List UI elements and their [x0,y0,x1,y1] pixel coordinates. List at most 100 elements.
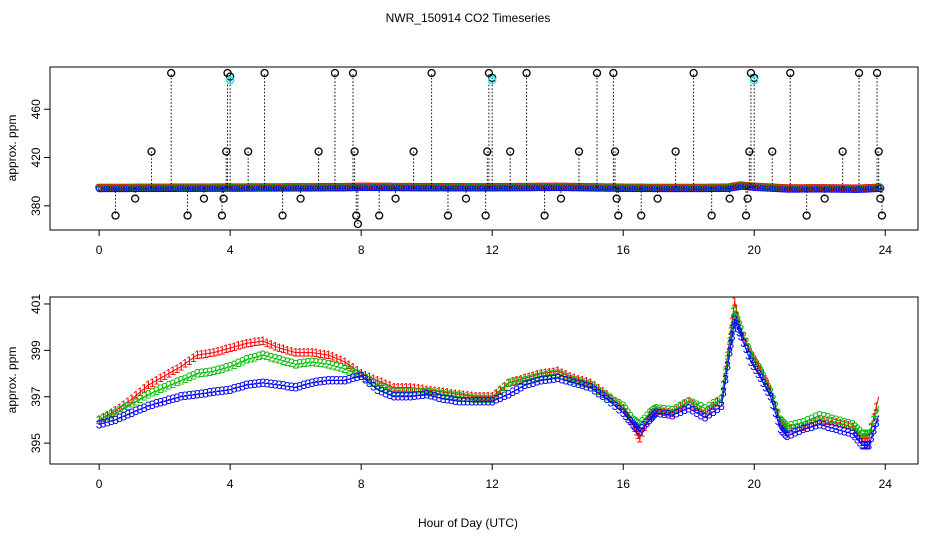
bottom-series-marker-2: 2 [133,394,140,408]
bottom-series-marker-2: 2 [485,392,492,406]
bottom-series-marker-3: 3 [837,423,844,437]
bottom-series-marker-1: 1 [374,374,381,388]
bottom-series-marker-1: 1 [859,431,866,445]
top-spike-point [217,211,227,220]
bottom-series-marker-1: 1 [760,367,767,381]
bottom-series-marker-1: 1 [272,339,279,353]
bottom-series-marker-2: 2 [550,367,557,381]
bottom-x-tick-label: 12 [486,477,500,491]
bottom-series-marker-3: 3 [247,378,254,392]
bottom-series-marker-3: 3 [804,421,811,435]
bottom-series-marker-1: 1 [251,335,258,349]
bottom-series-marker-3: 3 [870,423,877,437]
bottom-series-marker-1: 1 [595,382,602,396]
bottom-series-marker-1: 1 [757,362,764,376]
bottom-series-marker-1: 1 [288,345,295,359]
bottom-series-marker-1: 1 [681,397,688,411]
bottom-series-marker-3: 3 [710,405,717,419]
bottom-series-marker-1: 1 [841,418,848,432]
bottom-series-marker-2: 2 [427,386,434,400]
bottom-series-marker-2: 2 [333,360,340,374]
bottom-series-marker-2: 2 [788,419,795,433]
bottom-series-marker-2: 2 [505,376,512,390]
top-spike-point [348,68,358,78]
bottom-series-marker-2: 2 [268,350,275,364]
top-spike-point [219,194,228,203]
bottom-series-marker-3: 3 [722,372,729,386]
bottom-panel: 1111111111111111111111111111111111111111… [5,294,919,491]
bottom-series-marker-1: 1 [748,346,755,360]
bottom-series-marker-3: 3 [145,399,152,413]
bottom-series-marker-1: 1 [190,351,197,365]
bottom-series-marker-1: 1 [571,371,578,385]
bottom-series-marker-3: 3 [362,372,369,386]
bottom-series-marker-1: 1 [646,408,653,422]
bottom-series-marker-3: 3 [777,422,784,436]
bottom-series-marker-2: 2 [223,361,230,375]
bottom-series-marker-2: 2 [669,404,676,418]
bottom-series-marker-3: 3 [646,413,653,427]
bottom-series-marker-1: 1 [873,400,880,414]
bottom-series-marker-2: 2 [534,370,541,384]
bottom-series-marker-3: 3 [120,409,127,423]
bottom-series-marker-3: 3 [296,379,303,393]
bottom-series-marker-2: 2 [108,408,115,422]
bottom-series-marker-3: 3 [219,384,226,398]
bottom-series-marker-3: 3 [669,408,676,422]
bottom-series-marker-1: 1 [436,385,443,399]
top-spike-point [353,219,363,229]
bottom-series-marker-2: 2 [558,368,565,382]
top-spike-point [707,211,716,220]
bottom-series-marker-1: 1 [333,351,340,365]
bottom-series-marker-3: 3 [740,336,747,350]
bottom-series-marker-2: 2 [481,392,488,406]
bottom-series-marker-3: 3 [649,409,656,423]
bottom-y-tick-label: 395 [29,433,43,453]
bottom-series-marker-2: 2 [255,349,262,363]
bottom-series-marker-1: 1 [141,382,148,396]
top-spike-point [131,194,140,203]
bottom-series-marker-1: 1 [710,399,717,413]
bottom-series-marker-2: 2 [477,392,484,406]
bottom-series-marker-3: 3 [862,438,869,452]
bottom-series-marker-3: 3 [391,390,398,404]
top-panel: 0 4 8 12 16 20 24 380 420 460 approx. ppm [5,66,919,257]
bottom-series-marker-2: 2 [374,378,381,392]
bottom-series-marker-2: 2 [231,358,238,372]
bottom-series-marker-1: 1 [542,366,549,380]
bottom-series-marker-1: 1 [276,341,283,355]
bottom-series-marker-3: 3 [571,376,578,390]
bottom-series-marker-3: 3 [513,383,520,397]
bottom-series-marker-1: 1 [796,420,803,434]
bottom-series-marker-1: 1 [820,414,827,428]
bottom-series-marker-2: 2 [219,362,226,376]
bottom-series-marker-3: 3 [861,438,868,452]
bottom-series-marker-1: 1 [260,334,267,348]
bottom-series-marker-1: 1 [800,420,807,434]
bottom-series-marker-1: 1 [816,413,823,427]
bottom-series-marker-1: 1 [648,407,655,421]
bottom-series-marker-2: 2 [264,349,271,363]
bottom-series-marker-2: 2 [706,399,713,413]
bottom-series-marker-2: 2 [579,376,586,390]
bottom-series-marker-3: 3 [264,376,271,390]
bottom-series-marker-2: 2 [864,427,871,441]
bottom-series-marker-3: 3 [738,329,745,343]
bottom-series-marker-1: 1 [745,340,752,354]
bottom-series-marker-3: 3 [206,386,213,400]
bottom-series-marker-2: 2 [526,372,533,386]
top-spike-point [614,211,623,220]
bottom-series-marker-1: 1 [583,375,590,389]
bottom-y-tick-label: 397 [29,386,43,406]
bottom-series-marker-1: 1 [714,396,721,410]
bottom-series-marker-1: 1 [194,348,201,362]
bottom-series-marker-2: 2 [260,348,267,362]
bottom-series-marker-1: 1 [337,353,344,367]
bottom-series-marker-3: 3 [726,346,733,360]
bottom-series-marker-3: 3 [689,404,696,418]
bottom-series-marker-3: 3 [753,363,760,377]
bottom-series-marker-2: 2 [866,427,873,441]
bottom-series-marker-2: 2 [161,380,168,394]
bottom-series-marker-2: 2 [411,385,418,399]
bottom-series-marker-3: 3 [575,377,582,391]
